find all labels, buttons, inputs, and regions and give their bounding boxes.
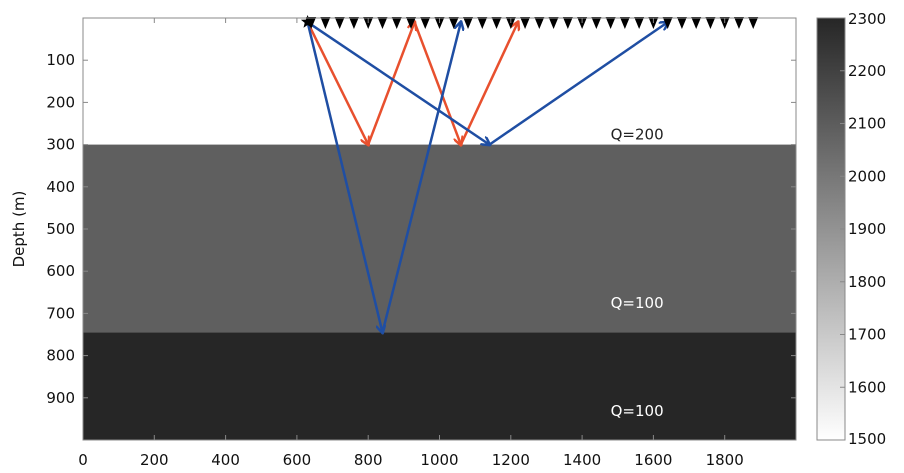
y-axis-label: Depth (m)	[10, 191, 28, 268]
receiver-28	[691, 17, 702, 29]
layer-label-3: Q=100	[611, 402, 664, 420]
receiver-32	[748, 17, 759, 29]
receiver-18	[548, 17, 559, 29]
colorbar-tick-label: 2000	[848, 167, 886, 185]
x-axis-ticks: 0 200 400 600 800 1000 1200 1400 1600 1800	[78, 18, 744, 469]
receiver-23	[619, 17, 630, 29]
source-marker	[300, 15, 315, 28]
y-tick-label: 400	[46, 178, 75, 196]
source-star	[300, 15, 315, 28]
colorbar-tick-label: 1600	[848, 378, 886, 396]
x-tick-label: 400	[211, 451, 240, 469]
receiver-14	[491, 17, 502, 29]
layer-label-1: Q=200	[611, 125, 664, 143]
colorbar-tick-label: 2200	[848, 62, 886, 80]
y-tick-label: 500	[46, 220, 75, 238]
colorbar-tick-label: 2300	[848, 10, 886, 28]
ray-paths	[306, 21, 668, 333]
colorbar-tick-label: 1800	[848, 273, 886, 291]
receiver-22	[605, 17, 616, 29]
layer-3	[83, 332, 796, 440]
receiver-27	[676, 17, 687, 29]
receiver-11	[448, 17, 459, 29]
receiver-7	[391, 17, 402, 29]
colorbar-tick-label: 2100	[848, 115, 886, 133]
receiver-6	[377, 17, 388, 29]
ray-2-segment-1	[413, 21, 461, 144]
receiver-9	[420, 17, 431, 29]
velocity-layers	[83, 18, 796, 440]
layer-label-2: Q=100	[611, 294, 664, 312]
y-tick-label: 900	[46, 389, 75, 407]
ray-3-segment-1	[306, 21, 383, 332]
y-tick-label: 200	[46, 93, 75, 111]
receiver-3	[334, 17, 345, 29]
ray-2-segment-2	[459, 22, 518, 146]
x-tick-label: 1400	[563, 451, 601, 469]
receiver-16	[520, 17, 531, 29]
receiver-19	[562, 17, 573, 29]
colorbar-tick-label: 1700	[848, 326, 886, 344]
colorbar-tick-label: 1900	[848, 220, 886, 238]
y-tick-label: 300	[46, 136, 75, 154]
ray-3-segment-2	[381, 22, 460, 333]
receiver-4	[348, 17, 359, 29]
receiver-31	[733, 17, 744, 29]
ray-1-segment-1	[306, 21, 369, 144]
x-tick-label: 1800	[706, 451, 744, 469]
x-tick-label: 1600	[634, 451, 672, 469]
receiver-13	[477, 17, 488, 29]
receiver-17	[534, 17, 545, 29]
x-tick-label: 200	[140, 451, 169, 469]
receiver-26	[662, 17, 673, 29]
layer-2	[83, 144, 796, 333]
ray-4-segment-1	[306, 21, 490, 144]
x-tick-label: 0	[78, 451, 88, 469]
ray-1-segment-2	[367, 22, 414, 146]
receiver-8	[405, 17, 416, 29]
y-axis-ticks: 100 200 300 400 500 600 700 800 900	[46, 51, 796, 407]
colorbar-ticks: 1500 1600 1700 1800 1900 2000 2100 2200 2300	[840, 10, 886, 448]
y-tick-label: 800	[46, 347, 75, 365]
receiver-29	[705, 17, 716, 29]
receiver-2	[320, 17, 331, 29]
layer-1	[83, 18, 796, 145]
x-tick-label: 1000	[420, 451, 458, 469]
layer-labels: Q=200 Q=100 Q=100	[611, 125, 664, 419]
receiver-21	[591, 17, 602, 29]
y-tick-label: 600	[46, 262, 75, 280]
y-tick-label: 700	[46, 304, 75, 322]
receiver-12	[463, 17, 474, 29]
x-tick-label: 600	[283, 451, 312, 469]
x-tick-label: 1200	[492, 451, 530, 469]
y-tick-label: 100	[46, 51, 75, 69]
ray-4-segment-2	[488, 22, 667, 146]
colorbar-tick-label: 1500	[848, 430, 886, 448]
x-tick-label: 800	[354, 451, 383, 469]
receiver-24	[634, 17, 645, 29]
